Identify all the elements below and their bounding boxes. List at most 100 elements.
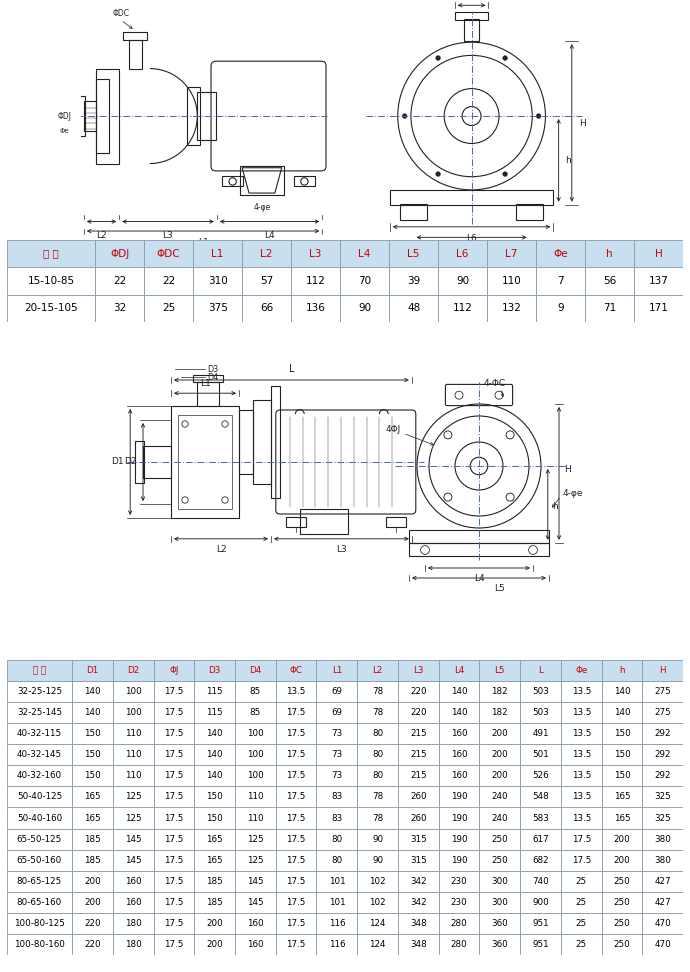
Text: L5: L5 — [407, 249, 420, 259]
Bar — [7, 891, 72, 913]
Text: 4-φe: 4-φe — [563, 490, 584, 499]
Bar — [480, 808, 520, 828]
Text: D1: D1 — [112, 458, 124, 467]
Text: 40-32-160: 40-32-160 — [17, 772, 62, 781]
Bar — [439, 660, 480, 681]
Bar — [398, 808, 439, 828]
Bar — [235, 913, 276, 934]
Text: 124: 124 — [369, 919, 386, 928]
Bar — [398, 850, 439, 871]
Bar — [72, 808, 112, 828]
Text: 17.5: 17.5 — [164, 855, 184, 865]
Text: L5: L5 — [495, 666, 505, 675]
Text: 25: 25 — [575, 877, 586, 885]
Text: 140: 140 — [451, 687, 467, 696]
Bar — [520, 681, 561, 702]
Text: 380: 380 — [654, 855, 671, 865]
Bar — [144, 240, 193, 267]
Bar — [95, 69, 119, 163]
Bar — [95, 79, 109, 153]
Text: L5: L5 — [493, 583, 504, 593]
Text: 100: 100 — [125, 709, 141, 717]
Text: 17.5: 17.5 — [164, 877, 184, 885]
Text: 17.5: 17.5 — [164, 792, 184, 802]
Bar — [242, 240, 291, 267]
Text: 100-80-125: 100-80-125 — [14, 919, 65, 928]
Text: 190: 190 — [451, 855, 467, 865]
Text: 32-25-125: 32-25-125 — [17, 687, 62, 696]
Bar — [235, 871, 276, 891]
Text: D3: D3 — [208, 666, 221, 675]
Bar — [7, 765, 72, 786]
Text: 17.5: 17.5 — [164, 940, 184, 949]
Text: 583: 583 — [532, 814, 549, 822]
Text: 150: 150 — [206, 814, 223, 822]
Text: 165: 165 — [84, 814, 101, 822]
Text: ΦDC: ΦDC — [157, 249, 180, 259]
Bar — [480, 786, 520, 808]
Bar — [642, 681, 683, 702]
Text: L: L — [538, 666, 543, 675]
Bar — [634, 267, 683, 295]
Bar — [520, 765, 561, 786]
Bar — [291, 295, 340, 322]
Bar — [487, 267, 536, 295]
Text: 50-40-125: 50-40-125 — [17, 792, 62, 802]
Text: h: h — [565, 156, 571, 165]
Text: 17.5: 17.5 — [286, 877, 306, 885]
Bar — [95, 240, 144, 267]
Text: 951: 951 — [532, 940, 549, 949]
Text: 39: 39 — [407, 276, 420, 286]
Bar — [7, 681, 72, 702]
Bar — [7, 295, 95, 322]
Text: ΦC: ΦC — [290, 666, 303, 675]
Text: 13.5: 13.5 — [571, 750, 591, 759]
Bar — [235, 891, 276, 913]
Bar — [602, 745, 642, 765]
Text: 110: 110 — [125, 750, 141, 759]
Bar — [340, 295, 389, 322]
Text: 260: 260 — [410, 814, 426, 822]
Bar — [642, 660, 683, 681]
Text: D1: D1 — [86, 666, 99, 675]
Text: 190: 190 — [451, 814, 467, 822]
Bar — [400, 203, 426, 221]
Bar — [520, 808, 561, 828]
Bar — [439, 765, 480, 786]
Bar — [195, 934, 235, 955]
Bar — [154, 786, 195, 808]
Text: ΦJ: ΦJ — [169, 666, 179, 675]
Bar — [154, 808, 195, 828]
Bar — [112, 765, 154, 786]
Bar — [317, 871, 357, 891]
Bar — [154, 660, 195, 681]
Bar — [276, 850, 317, 871]
Text: L4: L4 — [358, 249, 371, 259]
Bar — [112, 891, 154, 913]
Text: 165: 165 — [206, 835, 223, 844]
Text: 13.5: 13.5 — [571, 729, 591, 739]
Bar — [357, 745, 398, 765]
Text: 160: 160 — [451, 772, 467, 781]
Bar — [276, 871, 317, 891]
Bar — [276, 786, 317, 808]
Text: 185: 185 — [84, 855, 101, 865]
Text: 951: 951 — [532, 919, 549, 928]
Text: 32-25-145: 32-25-145 — [17, 709, 62, 717]
Bar — [602, 702, 642, 723]
Text: 136: 136 — [306, 303, 326, 313]
Text: 13.5: 13.5 — [571, 709, 591, 717]
Text: 171: 171 — [649, 303, 669, 313]
Bar — [112, 934, 154, 955]
Text: 682: 682 — [532, 855, 549, 865]
Bar — [235, 745, 276, 765]
Text: 85: 85 — [250, 709, 261, 717]
Text: 73: 73 — [331, 729, 342, 739]
Text: 470: 470 — [654, 919, 671, 928]
Text: 17.5: 17.5 — [164, 814, 184, 822]
Bar — [520, 745, 561, 765]
Text: 160: 160 — [451, 729, 467, 739]
Text: 185: 185 — [206, 898, 223, 907]
Text: 17.5: 17.5 — [286, 750, 306, 759]
Text: 526: 526 — [532, 772, 549, 781]
